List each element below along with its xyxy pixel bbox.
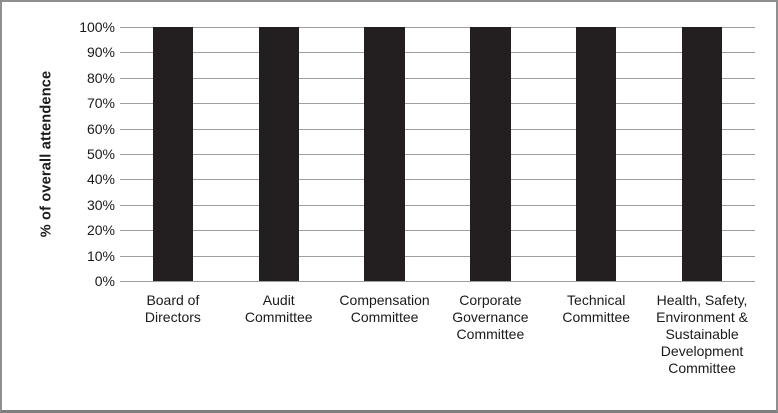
y-axis-tick-label: 30% [86,196,115,213]
y-axis-tick-label: 10% [86,247,115,264]
gridline [120,77,755,79]
y-axis-tick-label: 90% [86,44,115,61]
y-axis-tick-labels: 100% 90% 80% 70% 60% 50% 40% 30% 20% 10%… [52,19,115,289]
bar [681,27,723,281]
bar-slot [226,27,332,281]
bar-slot [437,27,543,281]
bar [258,27,299,281]
gridline [120,103,755,105]
bar [152,27,194,281]
gridline [120,179,755,181]
gridline [120,52,755,54]
bar-slot [120,27,226,281]
y-axis-tick-label: 0% [94,273,115,289]
gridline [120,204,755,206]
y-axis-tick-label: 50% [86,146,115,162]
x-axis-category-label: Health, Safety, Environment & Sustainabl… [656,292,748,376]
x-axis-category-label: Board of Directors [144,292,201,325]
bar-series [120,27,755,281]
gridline [120,27,755,28]
gridline [120,281,755,282]
y-axis-tick-label: 100% [79,19,115,35]
bar [470,27,511,281]
plot-area [120,27,755,282]
y-axis-tick-label: 60% [86,120,115,137]
gridline [120,230,755,232]
y-axis-tick-label: 70% [86,95,115,112]
bar-slot [543,27,649,281]
x-axis-category-label: Technical Committee [562,292,631,325]
x-axis-category-label: Corporate Governance Committee [452,292,529,342]
bar-slot [332,27,438,281]
x-axis-category-labels: Board of Directors Audit Committee Compe… [120,292,755,377]
x-axis-category-label: Audit Committee [244,292,313,325]
gridline [120,128,755,130]
y-axis-tick-label: 20% [86,222,115,239]
bar-slot [649,27,755,281]
y-axis-tick-label: 40% [86,171,115,188]
y-axis-tick-label: 80% [86,69,115,86]
gridline [120,154,755,155]
gridline [120,255,755,257]
x-axis-category-label: Compensation Committee [339,292,430,325]
bar [576,27,617,281]
bar [364,27,405,281]
